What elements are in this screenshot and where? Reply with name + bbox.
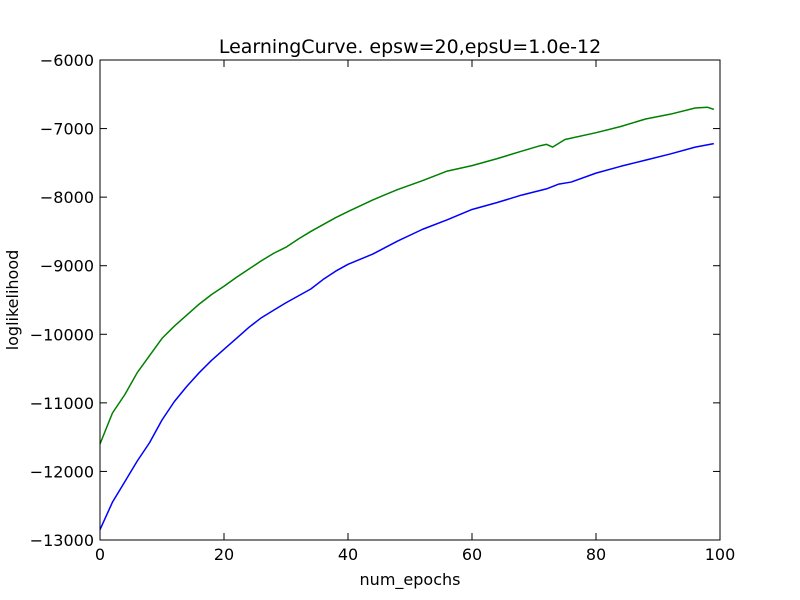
x-axis-label: num_epochs [360,570,461,590]
series-layer [99,106,715,531]
series-line-1 [99,142,714,531]
x-tick-label: 20 [214,545,234,564]
y-tick-label: −6000 [40,51,94,70]
x-tick-label: 40 [338,545,358,564]
y-tick-label: −13000 [30,531,94,550]
y-tick-label: −9000 [40,257,94,276]
y-tick-label: −12000 [30,462,94,481]
x-tick-label: 60 [462,545,482,564]
plot-frame [99,59,721,541]
y-axis-label: loglikelihood [3,250,22,351]
x-tick-label: 100 [705,545,736,564]
y-tick-label: −11000 [30,394,94,413]
series-line-2 [99,106,715,445]
plot-area [100,60,720,540]
y-tick-label: −7000 [40,120,94,139]
y-tick-label: −8000 [40,188,94,207]
x-tick-label: 80 [586,545,606,564]
tick-layer: 0 20 40 60 80 100 −13000 −12000 −11000 −10000 −900… [30,51,736,564]
chart-title: LearningCurve. epsw=20,epsU=1.0e-12 [219,36,601,58]
y-tick-label: −10000 [30,325,94,344]
x-tick-label: 0 [95,545,105,564]
